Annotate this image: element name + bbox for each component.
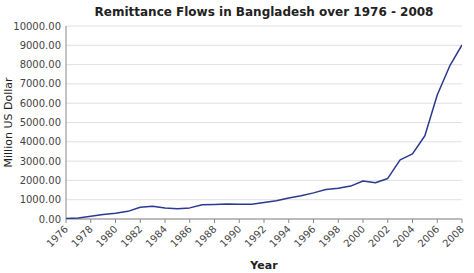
line (66, 45, 462, 219)
x-tick (165, 219, 166, 223)
title: Remittance Flows in Bangladesh over 1976… (95, 5, 434, 19)
x-tick-label: 1988 (193, 223, 219, 249)
x-tick (437, 219, 438, 223)
grid-line (66, 103, 462, 104)
x-tick (363, 219, 364, 223)
x-tick-label: 1976 (44, 223, 70, 249)
y-tick-label: 7000.00 (20, 78, 61, 89)
x-tick-label: 1992 (242, 223, 268, 249)
x-tick-label: 2006 (416, 223, 442, 249)
x-tick (338, 219, 339, 223)
x-tick (264, 219, 265, 223)
grid-line (66, 161, 462, 162)
x-tick (189, 219, 190, 223)
x-axis (66, 219, 462, 220)
grid-line (66, 26, 462, 27)
grid-line (66, 122, 462, 123)
x-tick-label: 1978 (69, 223, 95, 249)
x-tick (115, 219, 116, 223)
x-tick-label: 1994 (267, 223, 293, 249)
grid-line (66, 64, 462, 65)
grid-line (66, 180, 462, 181)
y-tick-label: 1000.00 (20, 194, 61, 205)
y-tick-label: 3000.00 (20, 156, 61, 167)
x-tick-label: 1998 (317, 223, 343, 249)
x-tick-label: 2008 (440, 223, 466, 249)
grid-line (66, 219, 462, 220)
x-tick-label: 1986 (168, 223, 194, 249)
x-tick (90, 219, 91, 223)
y-tick-label: 8000.00 (20, 59, 61, 70)
grid-line (66, 45, 462, 46)
x-tick (239, 219, 240, 223)
y-tick-label: 2000.00 (20, 175, 61, 186)
x-tick (214, 219, 215, 223)
x-tick-label: 1982 (119, 223, 145, 249)
y-axis (66, 26, 67, 219)
y-tick-label: 9000.00 (20, 40, 61, 51)
x-tick-label: 1984 (143, 223, 169, 249)
y-tick-label: 5000.00 (20, 117, 61, 128)
x-tick (462, 219, 463, 223)
x-tick (66, 219, 67, 223)
x-tick (412, 219, 413, 223)
y-axis-label: Million US Dollar (2, 77, 15, 167)
grid-line (66, 83, 462, 84)
x-tick (288, 219, 289, 223)
x-tick-label: 1990 (218, 223, 244, 249)
x-tick-label: 2000 (341, 223, 367, 249)
x-tick-label: 2004 (391, 223, 417, 249)
y-tick-label: 10000.00 (13, 21, 61, 32)
plot-area (66, 45, 462, 219)
x-tick-label: 2002 (366, 223, 392, 249)
x-tick (313, 219, 314, 223)
y-tick-label: 4000.00 (20, 136, 61, 147)
x-tick-label: 1996 (292, 223, 318, 249)
x-tick (140, 219, 141, 223)
grid-line (66, 141, 462, 142)
grid-line (66, 199, 462, 200)
x-axis-label: Year (249, 259, 278, 272)
y-tick-label: 0.00 (39, 214, 61, 225)
y-tick-label: 6000.00 (20, 98, 61, 109)
x-tick (387, 219, 388, 223)
x-tick-label: 1980 (94, 223, 120, 249)
chart: Remittance Flows in Bangladesh over 1976… (0, 0, 474, 273)
